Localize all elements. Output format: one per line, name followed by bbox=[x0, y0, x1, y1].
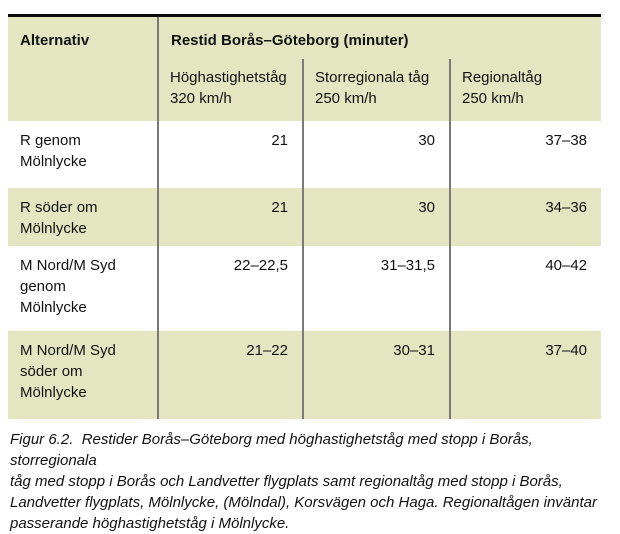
table-row: M Nord/M Syd söder om Mölnlycke 21–22 30… bbox=[8, 330, 602, 419]
cell-value: 30–31 bbox=[303, 330, 451, 419]
table-row: M Nord/M Syd genom Mölnlycke 22–22,5 31–… bbox=[8, 245, 602, 331]
cell-value: 40–42 bbox=[450, 245, 602, 331]
header-row-sub: Höghastighetståg 320 km/h Storregionala … bbox=[8, 58, 602, 121]
column-header-storregionala-tag: Storregionala tåg 250 km/h bbox=[303, 58, 451, 121]
table-row: R genom Mölnlycke 21 30 37–38 bbox=[8, 120, 602, 188]
cell-value: 37–40 bbox=[450, 330, 602, 419]
cell-value: 37–38 bbox=[450, 120, 602, 188]
cell-value: 21 bbox=[158, 187, 304, 246]
cell-value: 31–31,5 bbox=[303, 245, 451, 331]
cell-value: 21 bbox=[158, 120, 304, 188]
cell-value: 22–22,5 bbox=[158, 245, 304, 331]
column-header-hoghastighetstag: Höghastighetståg 320 km/h bbox=[158, 58, 304, 121]
row-label: M Nord/M Syd genom Mölnlycke bbox=[8, 245, 159, 331]
group-header-restid: Restid Borås–Göteborg (minuter) bbox=[158, 15, 602, 59]
column-header-alternativ: Alternativ bbox=[8, 15, 159, 121]
header-row-group: Alternativ Restid Borås–Göteborg (minute… bbox=[8, 15, 602, 121]
cell-value: 21–22 bbox=[158, 330, 304, 419]
row-label: M Nord/M Syd söder om Mölnlycke bbox=[8, 330, 159, 419]
column-header-regionaltag: Regionaltåg 250 km/h bbox=[450, 58, 602, 121]
travel-time-table: Alternativ Restid Borås–Göteborg (minute… bbox=[8, 14, 602, 419]
cell-value: 30 bbox=[303, 120, 451, 188]
cell-value: 30 bbox=[303, 187, 451, 246]
row-label: R genom Mölnlycke bbox=[8, 120, 159, 188]
figure-caption: Figur 6.2. Restider Borås–Göteborg med h… bbox=[10, 430, 597, 532]
cell-value: 34–36 bbox=[450, 187, 602, 246]
table-row: R söder om Mölnlycke 21 30 34–36 bbox=[8, 187, 602, 246]
row-label: R söder om Mölnlycke bbox=[8, 187, 159, 246]
